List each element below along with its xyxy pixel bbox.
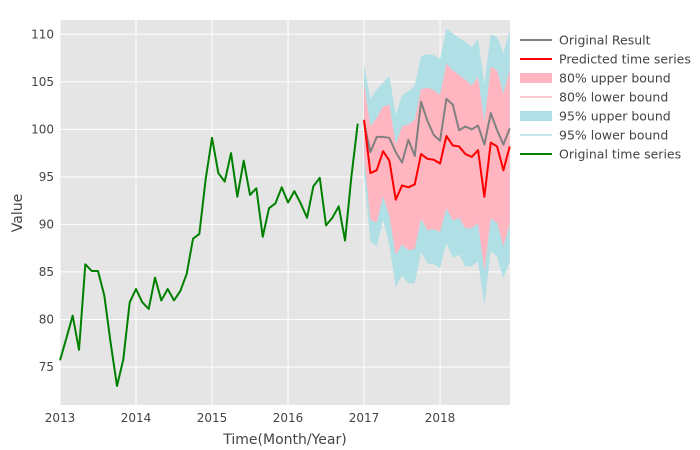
legend-label: 95% upper bound: [559, 109, 671, 124]
x-tick-label: 2013: [45, 411, 76, 425]
y-tick-label: 110: [31, 27, 54, 41]
y-tick-label: 105: [31, 75, 54, 89]
y-tick-label: 90: [39, 217, 54, 231]
x-tick-label: 2016: [273, 411, 304, 425]
x-tick-label: 2017: [349, 411, 380, 425]
legend: Original Result Predicted time series 80% …: [520, 33, 691, 162]
legend-label: 80% upper bound: [559, 71, 671, 86]
band-80-percent: [364, 63, 510, 271]
legend-swatch: [520, 73, 552, 83]
original-result-line: [363, 97, 511, 164]
legend-label: 80% lower bound: [559, 90, 668, 105]
legend-item[interactable]: 95% lower bound: [520, 128, 668, 143]
series-lines: [59, 97, 511, 387]
y-axis-title: Value: [10, 194, 26, 232]
x-tick-label: 2018: [425, 411, 456, 425]
confidence-bands: [364, 28, 510, 306]
y-tick-label: 95: [39, 170, 54, 184]
legend-label: Original Result: [559, 33, 651, 48]
legend-item[interactable]: 95% upper bound: [520, 109, 671, 124]
x-tick-label: 2015: [197, 411, 228, 425]
legend-item[interactable]: Original Result: [520, 33, 651, 48]
legend-item[interactable]: 80% lower bound: [520, 90, 668, 105]
x-axis-title: Time(Month/Year): [222, 432, 346, 448]
x-tick-label: 2014: [121, 411, 152, 425]
y-tick-label: 75: [39, 360, 54, 374]
legend-label: 95% lower bound: [559, 128, 668, 143]
predicted-time-series-line: [363, 119, 511, 201]
legend-swatch: [520, 111, 552, 121]
x-axis-ticks: 2013 2014 2015 2016 2017 2018: [45, 411, 456, 425]
y-tick-label: 80: [39, 312, 54, 326]
legend-item[interactable]: Original time series: [520, 147, 681, 162]
legend-label: Predicted time series: [559, 52, 691, 67]
y-tick-label: 85: [39, 265, 54, 279]
y-tick-label: 100: [31, 122, 54, 136]
legend-item[interactable]: 80% upper bound: [520, 71, 671, 86]
original-time-series-line: [59, 123, 359, 387]
legend-item[interactable]: Predicted time series: [520, 52, 691, 67]
legend-label: Original time series: [559, 147, 681, 162]
y-axis-ticks: 75 80 85 90 95 100 105 110: [31, 27, 54, 374]
